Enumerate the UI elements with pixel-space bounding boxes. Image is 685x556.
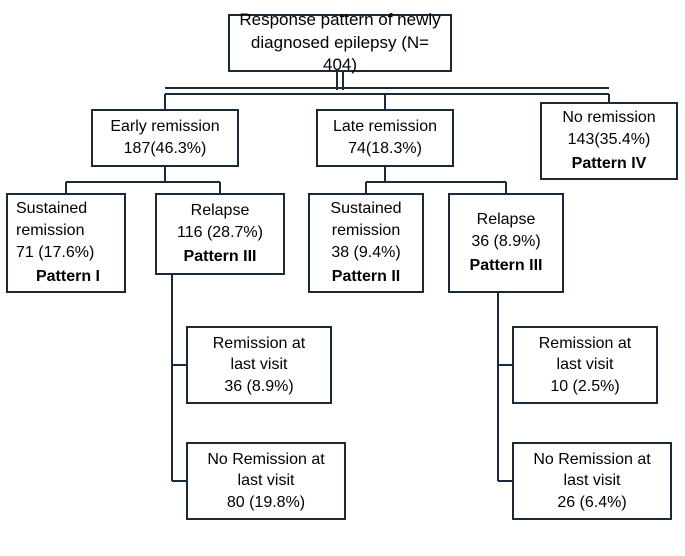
node-enrl-line2: last visit [238, 470, 295, 492]
node-lnrl-line3: 26 (6.4%) [557, 492, 626, 514]
node-late-relapse-pattern: Pattern III [470, 255, 543, 277]
node-late-sustained-pattern: Pattern II [332, 266, 400, 288]
node-late-no-remission-last: No Remission at last visit 26 (6.4%) [512, 442, 672, 520]
node-lnrl-line1: No Remission at [533, 449, 650, 471]
flowchart-canvas: Response pattern of newly diagnosed epil… [0, 0, 685, 556]
node-late-line2: 74(18.3%) [348, 138, 422, 160]
node-late-sustained-line3: 38 (9.4%) [331, 242, 400, 264]
node-enrl-line3: 80 (19.8%) [227, 492, 305, 514]
node-late-remission: Late remission 74(18.3%) [316, 109, 454, 167]
node-early-line1: Early remission [110, 116, 219, 138]
node-lnrl-line2: last visit [564, 470, 621, 492]
node-late-remission-last: Remission at last visit 10 (2.5%) [512, 326, 658, 404]
node-early-relapse-line1: Relapse [191, 200, 250, 222]
node-early-no-remission-last: No Remission at last visit 80 (19.8%) [186, 442, 346, 520]
node-none-pattern: Pattern IV [572, 153, 647, 175]
node-late-line1: Late remission [333, 116, 437, 138]
node-none-line2: 143(35.4%) [568, 129, 651, 151]
node-erl-line2: last visit [231, 354, 288, 376]
node-early-relapse: Relapse 116 (28.7%) Pattern III [155, 193, 285, 275]
node-none-line1: No remission [562, 107, 655, 129]
node-late-relapse-line2: 36 (8.9%) [471, 231, 540, 253]
node-root-line2: diagnosed epilepsy (N= 404) [238, 32, 442, 78]
node-early-relapse-line2: 116 (28.7%) [177, 222, 263, 244]
node-erl-line3: 36 (8.9%) [224, 376, 293, 398]
node-early-sustained-line3: 71 (17.6%) [16, 242, 94, 264]
node-erl-line1: Remission at [213, 333, 305, 355]
node-lrl-line1: Remission at [539, 333, 631, 355]
node-no-remission: No remission 143(35.4%) Pattern IV [540, 102, 678, 180]
node-early-relapse-pattern: Pattern III [184, 246, 257, 268]
node-early-sustained-pattern: Pattern I [36, 266, 100, 288]
node-late-relapse: Relapse 36 (8.9%) Pattern III [448, 193, 564, 293]
node-early-sustained-line2: remission [16, 220, 84, 242]
node-early-remission: Early remission 187(46.3%) [91, 109, 239, 167]
node-lrl-line2: last visit [557, 354, 614, 376]
node-early-line2: 187(46.3%) [124, 138, 207, 160]
node-late-sustained-line1: Sustained [330, 198, 401, 220]
node-early-sustained: Sustained remission 71 (17.6%) Pattern I [6, 193, 126, 293]
node-lrl-line3: 10 (2.5%) [550, 376, 619, 398]
node-enrl-line1: No Remission at [207, 449, 324, 471]
node-late-sustained-line2: remission [332, 220, 400, 242]
node-root-line1: Response pattern of newly [239, 9, 440, 32]
node-late-sustained: Sustained remission 38 (9.4%) Pattern II [308, 193, 424, 293]
node-early-remission-last: Remission at last visit 36 (8.9%) [186, 326, 332, 404]
node-root: Response pattern of newly diagnosed epil… [228, 14, 452, 72]
node-early-sustained-line1: Sustained [16, 198, 87, 220]
node-late-relapse-line1: Relapse [477, 209, 536, 231]
